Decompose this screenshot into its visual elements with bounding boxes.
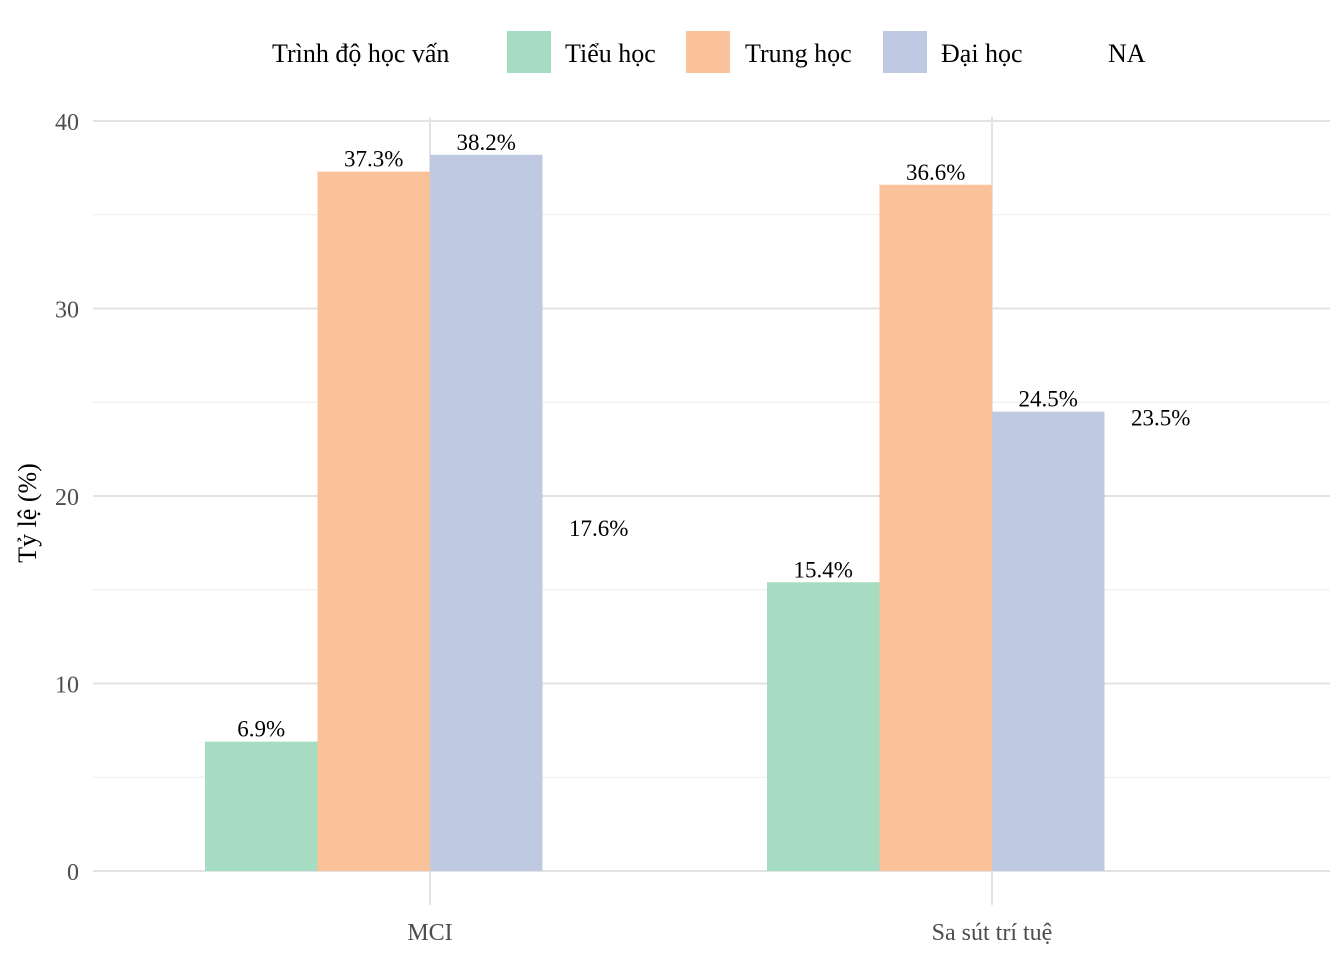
legend-key — [883, 31, 927, 73]
y-axis-title: Tỷ lệ (%) — [13, 463, 42, 563]
y-tick-label: 0 — [67, 860, 79, 886]
bar — [992, 411, 1105, 871]
bar — [879, 184, 992, 871]
bar-value-label: 37.3% — [344, 147, 403, 172]
legend-label: Tiểu học — [565, 39, 656, 68]
bar-value-label: 24.5% — [1019, 387, 1078, 412]
bar — [430, 154, 543, 871]
x-tick-label: MCI — [407, 920, 452, 946]
bar-value-label: 38.2% — [457, 130, 516, 155]
y-tick-label: 20 — [55, 485, 79, 511]
bar — [205, 741, 318, 871]
bar — [767, 582, 880, 871]
y-tick-label: 40 — [55, 110, 79, 136]
legend-title: Trình độ học vấn — [272, 39, 449, 68]
bar-labels: 6.9% 15.4% 37.3% 36.6% 38.2% 24.5% 17.6% 23.5% — [237, 130, 1190, 742]
legend-key — [686, 31, 730, 73]
legend-key-empty — [1050, 31, 1094, 73]
bar-value-label: 15.4% — [794, 557, 853, 582]
y-axis: 0 10 20 30 40 — [55, 110, 79, 886]
legend: Trình độ học vấn Tiểu học Trung học Đại họ… — [272, 31, 1146, 73]
bar — [317, 171, 430, 871]
y-tick-label: 10 — [55, 673, 79, 699]
y-tick-label: 30 — [55, 298, 79, 324]
bar-value-label: 23.5% — [1131, 405, 1190, 430]
legend-key — [507, 31, 551, 73]
legend-label: Trung học — [745, 39, 852, 68]
bar-value-label: 36.6% — [906, 160, 965, 185]
legend-label: NA — [1108, 39, 1146, 68]
bar-na — [543, 541, 656, 871]
legend-label: Đại học — [941, 39, 1023, 68]
x-axis: MCI Sa sút trí tuệ — [407, 920, 1052, 946]
x-tick-label: Sa sút trí tuệ — [932, 920, 1053, 946]
bar-value-label: 6.9% — [237, 717, 285, 742]
bars — [205, 154, 1105, 871]
bar-value-label: 17.6% — [569, 516, 628, 541]
